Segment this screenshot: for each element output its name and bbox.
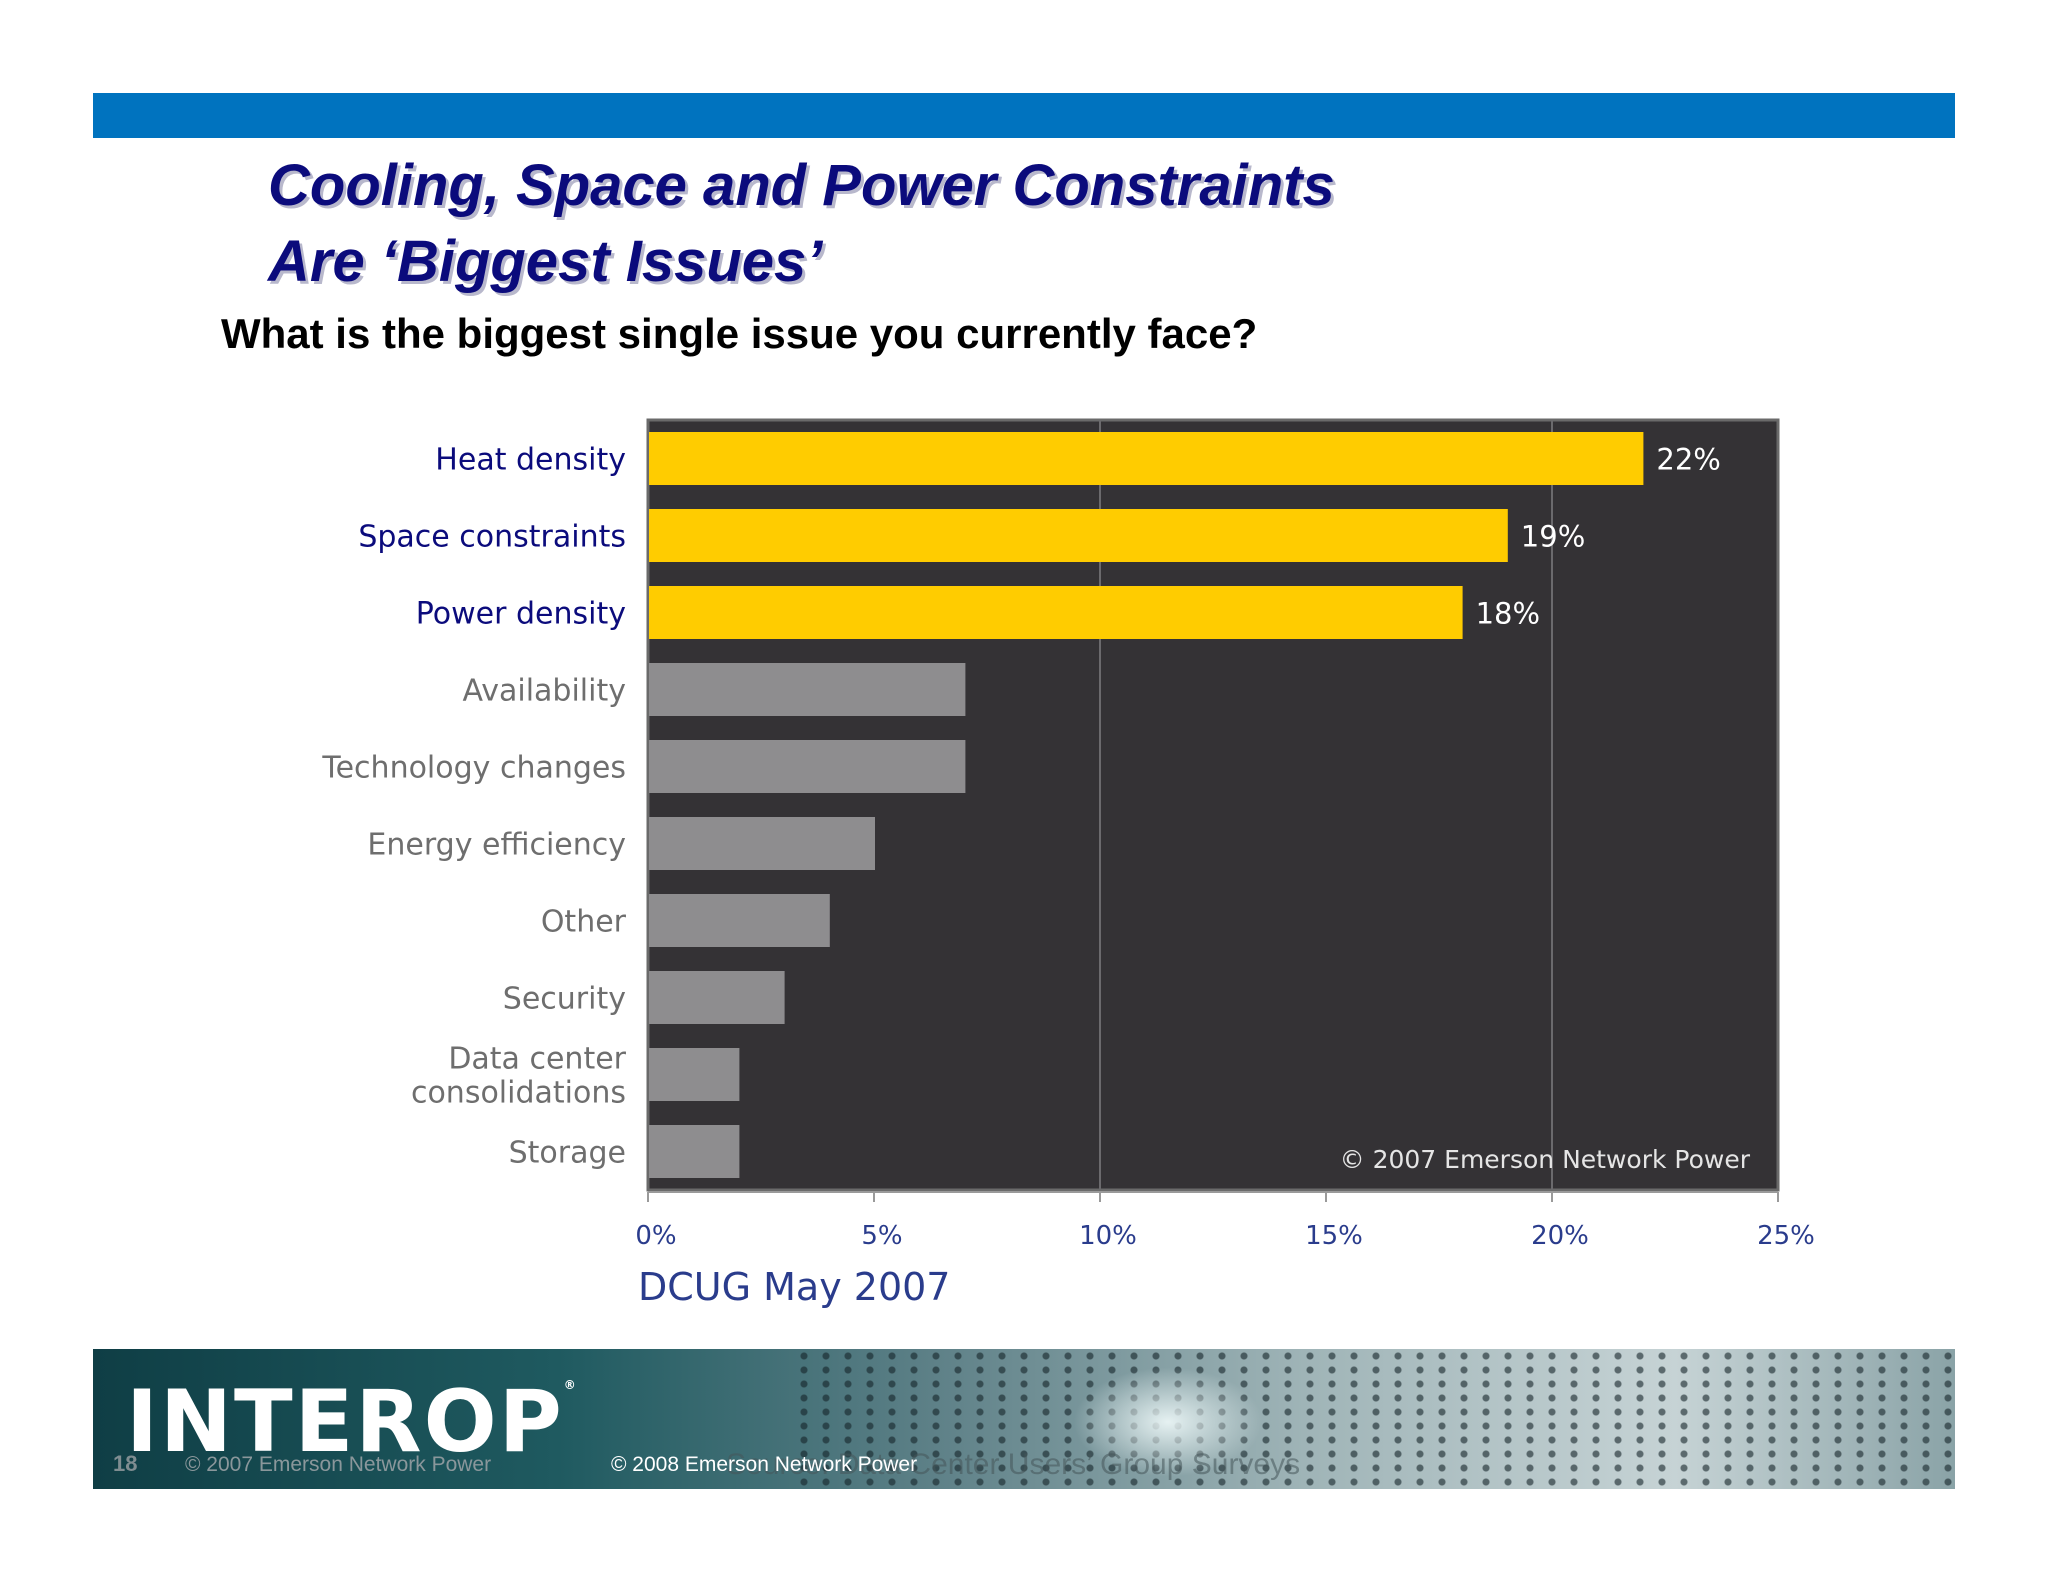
chart-caption: DCUG May 2007 bbox=[638, 1265, 950, 1309]
category-label: Storage bbox=[509, 1136, 626, 1171]
slide-title: Cooling, Space and Power Constraints Are… bbox=[268, 148, 1335, 300]
category-label: Energy efficiency bbox=[367, 828, 626, 863]
interop-logo-text: INTEROP bbox=[126, 1372, 564, 1472]
category-label: consolidations bbox=[411, 1076, 626, 1111]
footer-copyright-left: © 2007 Emerson Network Power bbox=[185, 1453, 492, 1476]
slide-title-line-1: Cooling, Space and Power Constraints bbox=[268, 153, 1335, 218]
data-label: 18% bbox=[1476, 597, 1540, 631]
bar-chart-svg: Heat density 22% Space constraints 19% Power… bbox=[321, 418, 1815, 1309]
server-panel-texture bbox=[793, 1349, 1955, 1489]
category-label: Security bbox=[503, 982, 626, 1017]
footer-banner: INTEROP® 18 © 2007 Emerson Network Power… bbox=[93, 1349, 1955, 1489]
category-label: Power density bbox=[416, 597, 626, 632]
interop-logo: INTEROP® bbox=[126, 1372, 576, 1472]
survey-question: What is the biggest single issue you cur… bbox=[221, 310, 1258, 357]
x-tick-label: 5% bbox=[861, 1221, 902, 1251]
slide-title-line-2: Are ‘Biggest Issues’ bbox=[268, 229, 823, 294]
bar bbox=[649, 509, 1508, 562]
category-label: Other bbox=[541, 905, 627, 940]
header-bar bbox=[93, 93, 1955, 138]
bar bbox=[649, 971, 785, 1024]
bar-chart: Heat density 22% Space constraints 19% Power… bbox=[290, 400, 1850, 1325]
bar bbox=[649, 1125, 740, 1178]
x-tick-label: 10% bbox=[1079, 1221, 1137, 1251]
category-label: Data center bbox=[448, 1042, 626, 1077]
server-light-glow bbox=[1073, 1367, 1263, 1477]
category-label: Technology changes bbox=[321, 751, 626, 786]
bar bbox=[649, 586, 1463, 639]
bar bbox=[649, 432, 1644, 485]
category-label: Availability bbox=[462, 674, 626, 709]
bar bbox=[649, 663, 966, 716]
data-label: 19% bbox=[1521, 520, 1585, 554]
x-tick-label: 25% bbox=[1757, 1221, 1815, 1251]
bar bbox=[649, 817, 875, 870]
chart-copyright: © 2007 Emerson Network Power bbox=[1340, 1145, 1751, 1174]
page-number: 18 bbox=[113, 1451, 138, 1476]
bar bbox=[649, 740, 966, 793]
x-tick-label: 0% bbox=[635, 1221, 676, 1251]
footer-source: Source: Data Center Users’ Group Surveys bbox=[726, 1448, 1301, 1481]
data-label: 22% bbox=[1656, 443, 1720, 477]
footer-copyright-center: © 2008 Emerson Network Power bbox=[611, 1453, 918, 1476]
x-tick-label: 20% bbox=[1531, 1221, 1589, 1251]
bar bbox=[649, 894, 830, 947]
category-label: Space constraints bbox=[358, 520, 626, 555]
x-tick-label: 15% bbox=[1305, 1221, 1363, 1251]
bar bbox=[649, 1048, 740, 1101]
category-label: Heat density bbox=[435, 443, 626, 478]
